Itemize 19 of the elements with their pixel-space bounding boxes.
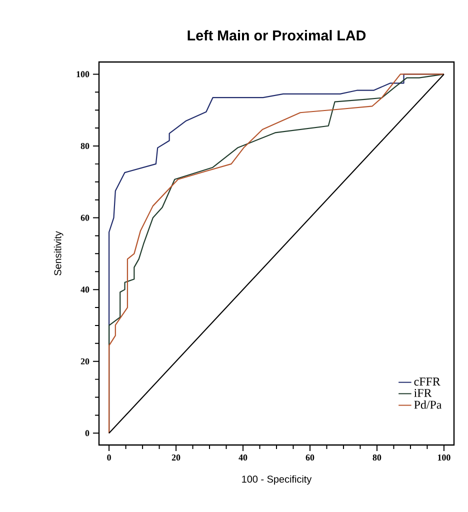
legend-label: cFFR — [414, 378, 440, 386]
x-tick-label: 40 — [238, 454, 248, 461]
y-tick-label: 20 — [80, 358, 90, 364]
y-tick-label: 40 — [80, 286, 90, 293]
x-tick-label: 80 — [372, 454, 382, 461]
x-tick-label: 60 — [306, 454, 314, 461]
y-axis-title: Sensitivity — [54, 231, 64, 276]
y-tick-label: 0 — [85, 430, 90, 436]
y-tick-label: 60 — [80, 214, 90, 221]
legend-label: Pd/Pa — [414, 400, 442, 409]
x-tick-label: 100 — [438, 454, 450, 461]
y-tick-label: 80 — [80, 142, 90, 150]
legend-label: iFR — [414, 388, 432, 397]
chart-title: Left Main or Proximal LAD — [188, 30, 366, 41]
y-tick-label: 100 — [76, 71, 90, 78]
line-series — [108, 74, 445, 434]
x-axis-title: 100 - Specificity — [242, 475, 312, 485]
x-tick-label: 0 — [107, 454, 111, 461]
x-tick-label: 20 — [172, 454, 180, 461]
